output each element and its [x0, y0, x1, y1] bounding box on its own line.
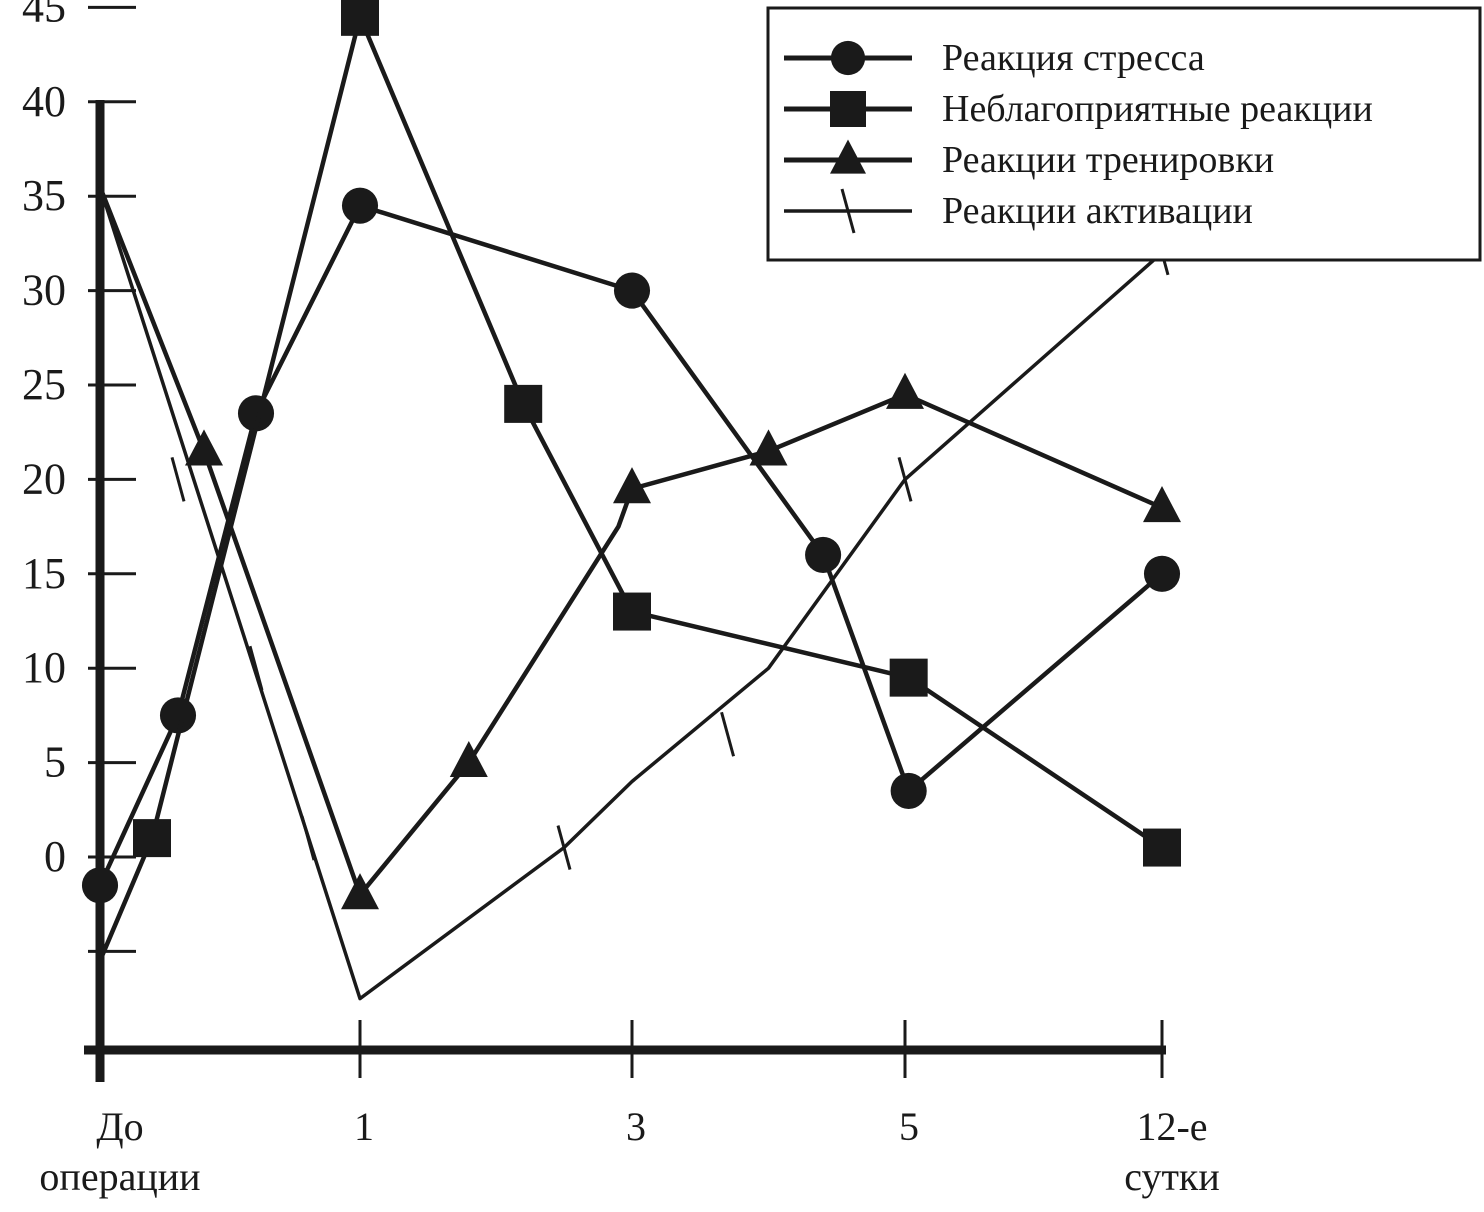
series-line [97, 185, 1163, 898]
data-point-circle [81, 867, 119, 904]
data-point-square [613, 592, 651, 631]
y-tick-label: 35 [22, 171, 66, 220]
series-line [97, 203, 1164, 887]
series-3 [97, 185, 1181, 910]
data-point-square [830, 91, 866, 127]
data-point-triangle [613, 467, 651, 504]
data-point-circle [341, 187, 379, 224]
data-point-circle [613, 272, 651, 309]
data-point-circle [805, 536, 842, 573]
legend-item: Реакция стресса [784, 37, 1205, 79]
data-point-tick [720, 711, 735, 757]
x-tick-label: 12-е [1136, 1104, 1207, 1149]
data-point-circle [830, 40, 866, 76]
axes: 50454035302520151050Дооперации13512-есут… [22, 0, 1220, 1199]
x-tick-label: До [96, 1104, 143, 1149]
y-tick-label: 5 [44, 738, 66, 787]
x-tick-label: операции [39, 1154, 200, 1199]
data-point-triangle [185, 429, 223, 466]
data-point-circle [1143, 555, 1181, 592]
legend-label: Реакция стресса [942, 37, 1205, 79]
data-point-triangle [749, 429, 788, 466]
legend-item: Реакции активации [784, 188, 1253, 234]
y-tick-label: 15 [22, 549, 66, 598]
data-point-square [889, 658, 928, 697]
data-point-tick [556, 825, 572, 870]
y-tick-label: 40 [22, 77, 66, 126]
data-point-square [1143, 828, 1181, 867]
y-tick-label: 25 [22, 360, 66, 409]
series-1 [81, 187, 1181, 904]
legend-label: Реакции активации [942, 190, 1253, 232]
x-tick-label: 3 [626, 1104, 646, 1149]
y-tick-label: 0 [44, 832, 66, 881]
data-point-square [133, 819, 171, 858]
y-tick-label: 10 [22, 643, 66, 692]
data-point-tick [300, 815, 316, 861]
data-point-circle [890, 772, 927, 809]
legend-item: Реакции тренировки [784, 139, 1274, 181]
data-point-circle [237, 395, 275, 432]
data-point-triangle [341, 873, 379, 910]
data-point-square [504, 384, 543, 423]
data-point-tick [897, 457, 913, 502]
legend: Реакция стресса Неблагоприятные реакции Ре… [766, 6, 1482, 262]
x-tick-label: 5 [899, 1104, 919, 1149]
x-tick-label: сутки [1124, 1154, 1220, 1199]
legend-item: Неблагоприятные реакции [784, 88, 1373, 130]
data-point-square [341, 0, 379, 36]
data-point-tick [840, 188, 856, 234]
data-point-triangle [886, 372, 924, 409]
data-point-triangle [830, 139, 866, 174]
data-point-tick [248, 645, 264, 691]
series-2 [97, 0, 1181, 962]
data-point-triangle [449, 740, 488, 778]
legend-label: Реакции тренировки [942, 139, 1274, 181]
data-point-triangle [1143, 486, 1181, 523]
y-tick-label: 45 [22, 0, 66, 31]
y-tick-label: 30 [22, 266, 66, 315]
legend-label: Неблагоприятные реакции [942, 88, 1373, 130]
x-tick-label: 1 [354, 1104, 374, 1149]
y-tick-label: 20 [22, 454, 66, 503]
series-4 [98, 186, 1170, 1001]
legend-box [766, 6, 1482, 262]
data-point-tick [170, 457, 186, 502]
series-layer [81, 0, 1181, 1001]
